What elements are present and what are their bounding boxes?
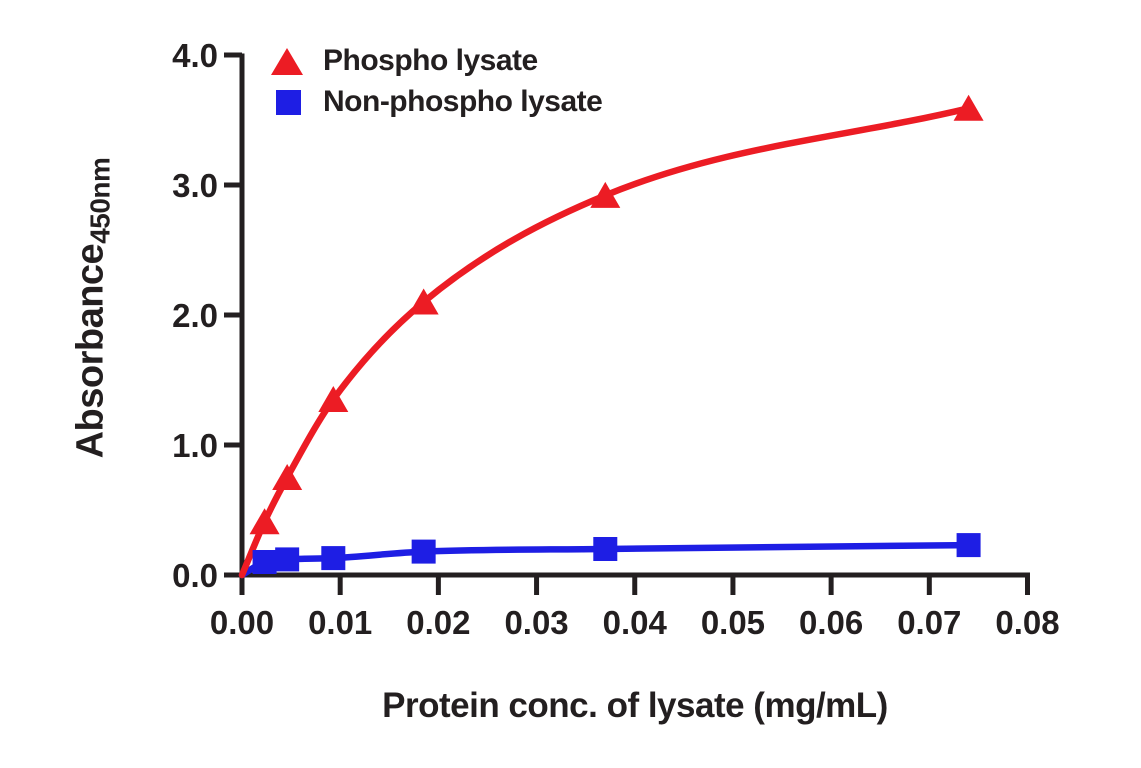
legend-item-non-phospho-lysate: Non-phospho lysate	[276, 84, 603, 120]
y-tick-label: 0.0	[172, 557, 218, 594]
x-tick-label: 0.00	[210, 604, 274, 641]
triangle-marker-icon	[271, 47, 303, 75]
y-tick-label: 1.0	[172, 427, 218, 464]
x-tick-label: 0.01	[308, 604, 372, 641]
x-tick-label: 0.07	[897, 604, 961, 641]
data-marker-triangle	[408, 288, 439, 315]
y-axis-title: Absorbance450nm	[70, 158, 117, 459]
data-marker-square	[593, 537, 618, 561]
legend-item-phospho-lysate: Phospho lysate	[271, 43, 538, 79]
square-marker-icon	[276, 89, 301, 115]
data-marker-square	[321, 546, 346, 571]
data-marker-square	[411, 539, 436, 564]
x-tick-label: 0.05	[701, 604, 765, 641]
x-tick-label: 0.02	[406, 604, 470, 641]
data-marker-square	[252, 550, 277, 574]
data-marker-triangle	[272, 464, 303, 490]
legend-label-phospho-lysate: Phospho lysate	[323, 44, 538, 77]
x-axis-title: Protein conc. of lysate (mg/mL)	[382, 686, 888, 725]
data-marker-triangle	[590, 181, 621, 208]
legend-label-non-phospho-lysate: Non-phospho lysate	[323, 85, 603, 118]
y-axis-title-text: Absorbance	[69, 243, 112, 459]
data-marker-square	[956, 533, 981, 558]
data-marker-triangle	[249, 508, 280, 535]
y-tick-label: 4.0	[172, 37, 218, 74]
y-axis-title-subscript: 450nm	[84, 157, 116, 244]
y-tick-label: 3.0	[172, 167, 218, 204]
x-tick-label: 0.08	[995, 604, 1059, 641]
x-tick-label: 0.04	[603, 604, 668, 641]
data-marker-square	[275, 547, 300, 572]
data-marker-triangle	[953, 94, 984, 121]
x-tick-label: 0.06	[799, 604, 863, 641]
data-marker-triangle	[318, 386, 349, 412]
series-line-0	[238, 105, 972, 579]
x-tick-label: 0.03	[504, 604, 568, 641]
y-tick-label: 2.0	[172, 297, 218, 334]
